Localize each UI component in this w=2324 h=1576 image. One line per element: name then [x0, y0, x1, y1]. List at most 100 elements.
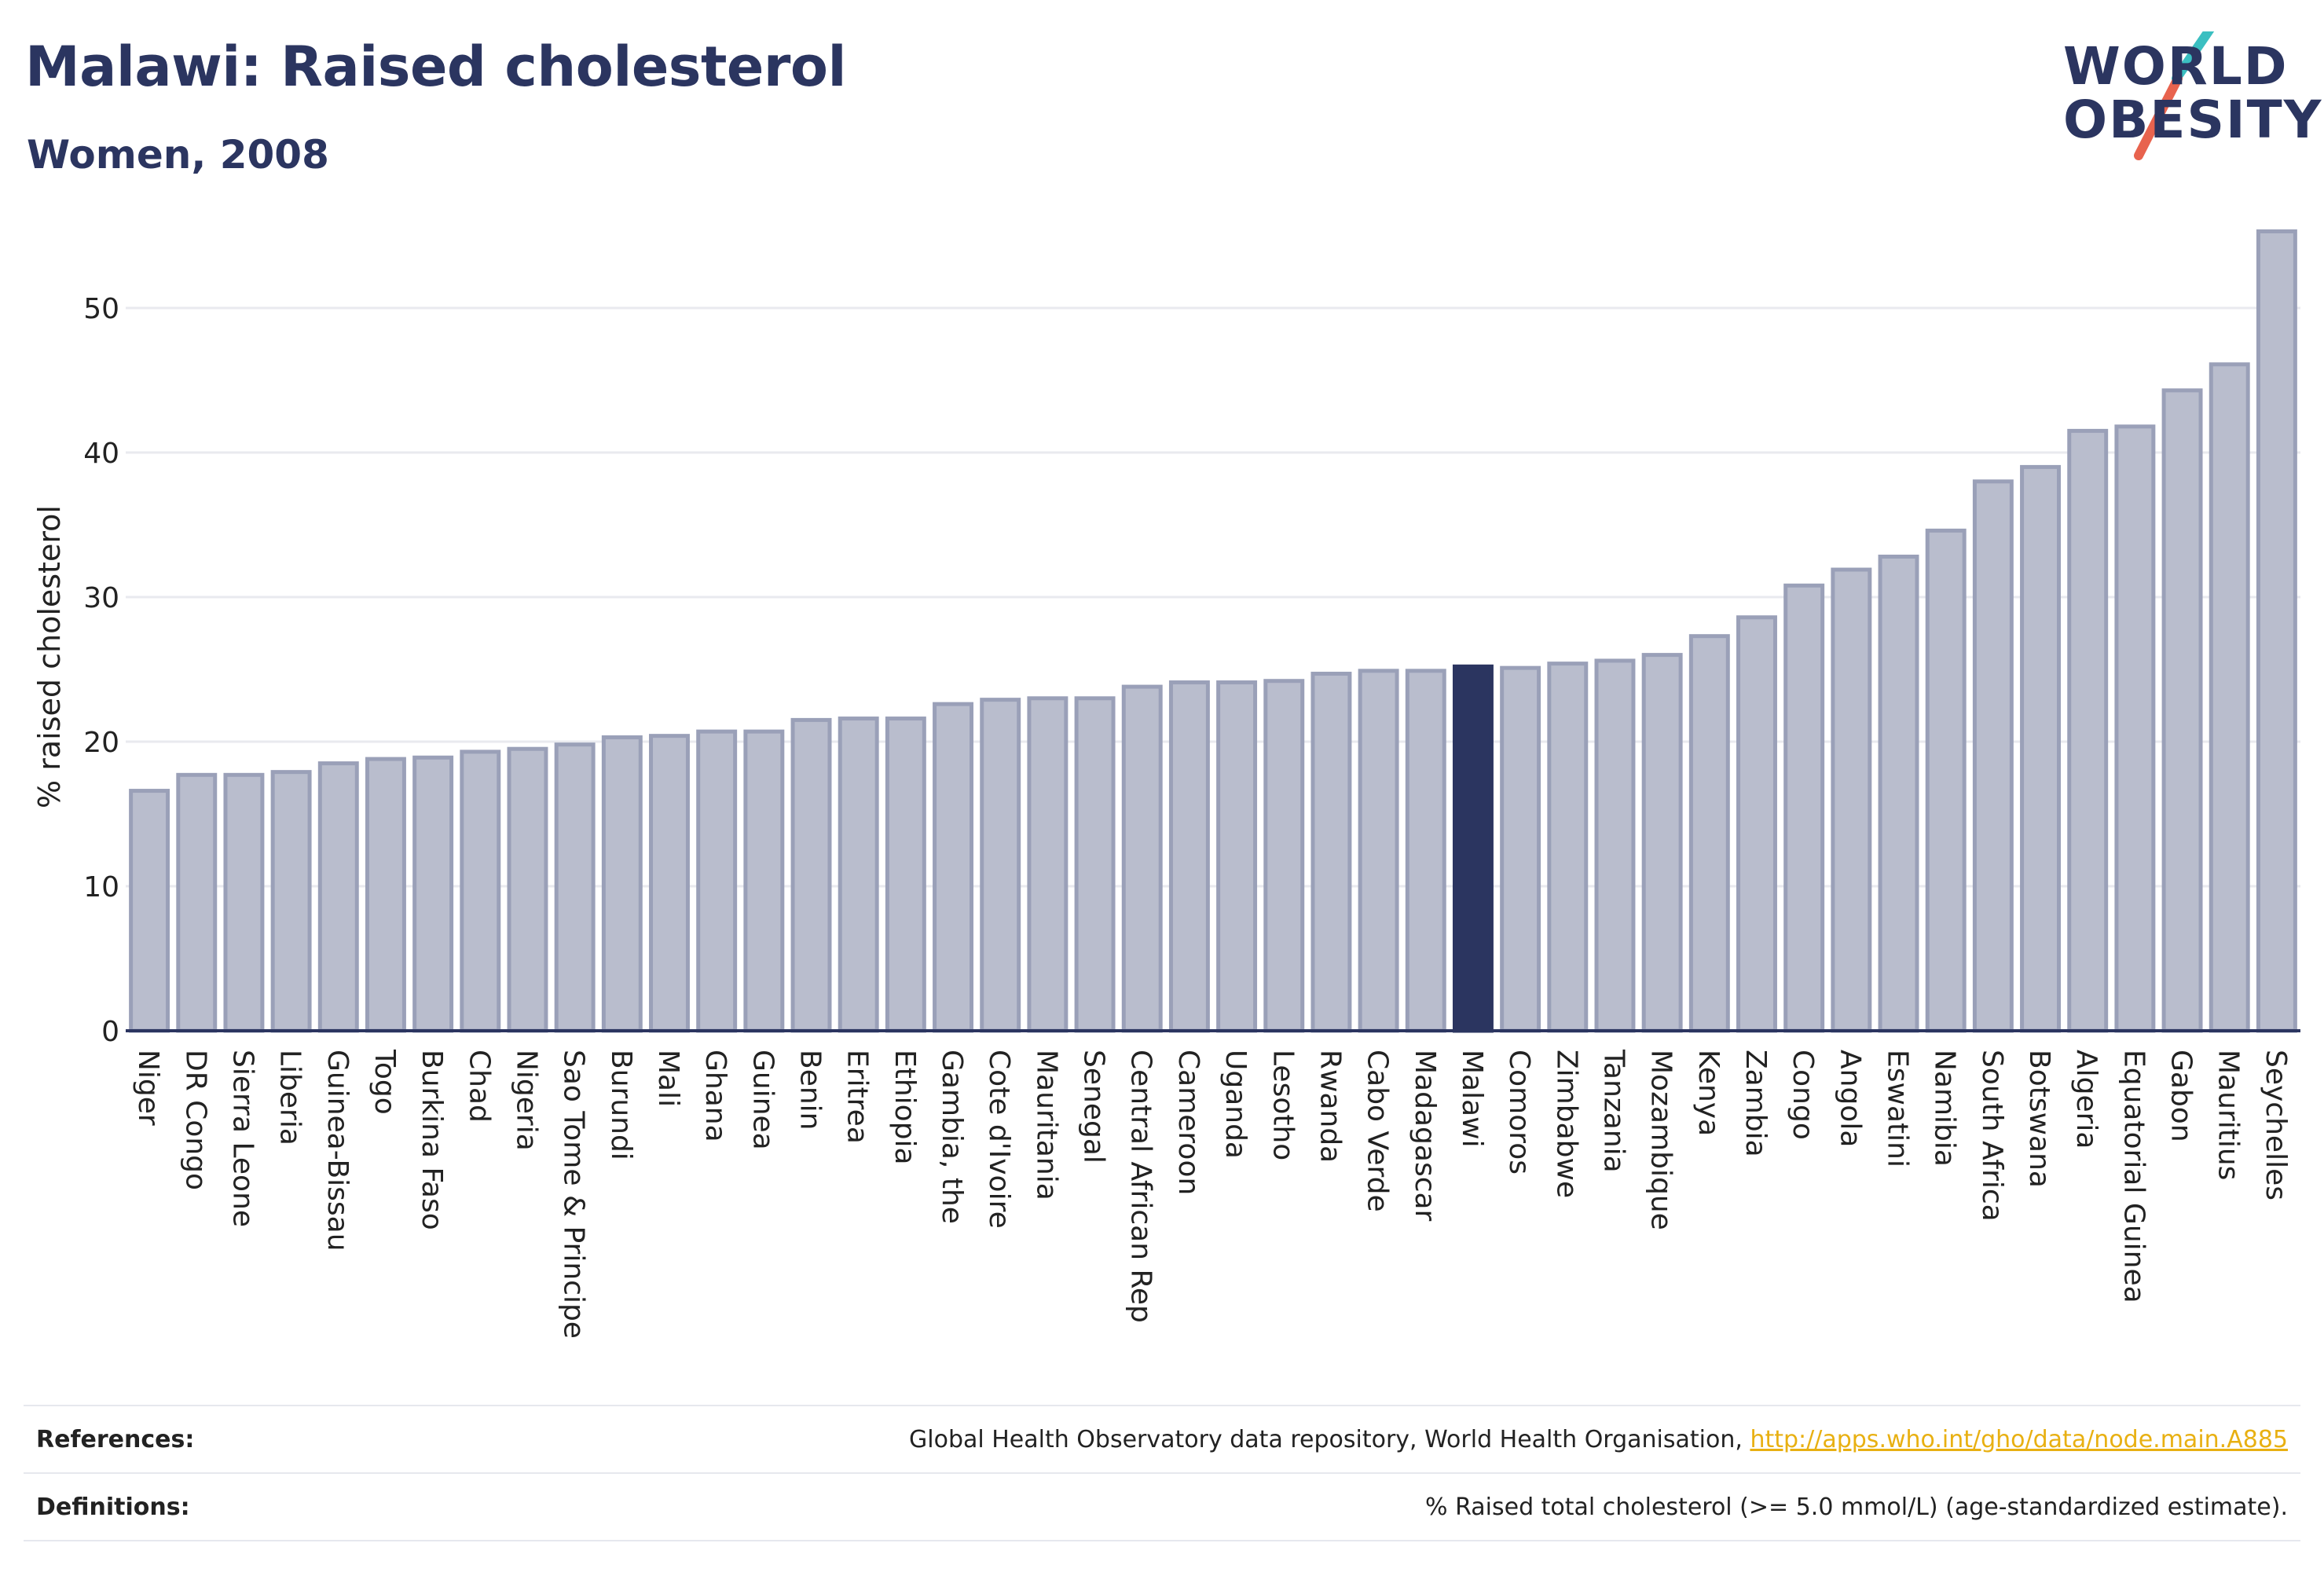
references-link[interactable]: http://apps.who.int/gho/data/node.main.A…: [1750, 1425, 2288, 1453]
bar-chart: 0 10 20 30 40 50 Niger DR Congo Sierra Leone Lib…: [32, 229, 2300, 1339]
references-row: References: Global Health Observatory da…: [24, 1405, 2300, 1472]
x-tick-label: Malawi: [1456, 1050, 1488, 1148]
bar-cote-d-ivoire: [980, 698, 1021, 1033]
bar-burundi: [601, 735, 643, 1033]
bar-angola: [1831, 567, 1872, 1033]
bar-uganda: [1216, 680, 1258, 1033]
bar-eritrea: [838, 717, 879, 1033]
x-tick-label: Namibia: [1929, 1050, 1961, 1167]
bar-sao-tome-principe: [554, 742, 596, 1033]
y-tick-label: 40: [83, 438, 119, 470]
bar-niger: [129, 789, 170, 1033]
logo-word-world: WORLD: [2063, 36, 2289, 97]
bar-botswana: [2020, 464, 2062, 1033]
definitions-label: Definitions:: [36, 1493, 190, 1521]
x-tick-label: Zambia: [1739, 1050, 1772, 1157]
bar-south-africa: [1972, 479, 2014, 1033]
references-text: Global Health Observatory data repositor…: [909, 1425, 1750, 1453]
x-tick-label: Mali: [652, 1050, 684, 1107]
bar-mali: [649, 734, 690, 1033]
logo-slash-icon: [2134, 31, 2215, 160]
references-label: References:: [36, 1425, 195, 1453]
x-tick-label: Liberia: [274, 1050, 306, 1145]
bar-comoros: [1500, 665, 1541, 1033]
x-tick-label: Seychelles: [2260, 1050, 2292, 1200]
x-tick-label: Ghana: [699, 1050, 731, 1142]
x-tick-label: Gabon: [2165, 1050, 2198, 1142]
bar-malawi: [1452, 664, 1494, 1033]
bar-eswatini: [1878, 554, 1919, 1033]
x-tick-label: South Africa: [1976, 1050, 2008, 1222]
chart-subtitle: Women, 2008: [27, 132, 329, 178]
bar-rwanda: [1310, 672, 1352, 1033]
x-tick-label: Gambia, the: [936, 1050, 968, 1224]
x-tick-label: Kenya: [1692, 1050, 1725, 1136]
bar-ghana: [696, 729, 738, 1033]
y-tick-label: 50: [83, 293, 119, 325]
bar-seychelles: [2256, 229, 2297, 1033]
x-tick-label: Eritrea: [841, 1050, 874, 1144]
bar-gabon: [2161, 388, 2203, 1033]
x-tick-label: Zimbabwe: [1550, 1050, 1582, 1198]
x-tick-label: Cote d'Ivoire: [983, 1050, 1015, 1229]
definitions-row: Definitions: % Raised total cholesterol …: [24, 1472, 2300, 1541]
bar-algeria: [2067, 428, 2109, 1033]
bar-lesotho: [1263, 679, 1305, 1033]
world-obesity-logo: WORLD OBESITY: [2043, 31, 2321, 169]
x-tick-label: Equatorial Guinea: [2117, 1050, 2150, 1303]
x-tick-label: Burkina Faso: [416, 1050, 448, 1230]
bar-congo: [1783, 583, 1825, 1033]
bar-liberia: [270, 770, 312, 1033]
y-tick-label: 10: [83, 871, 119, 903]
bar-burkina-faso: [412, 755, 454, 1033]
bar-cameroon: [1168, 680, 1210, 1033]
x-tick-label: Mauritius: [2212, 1050, 2245, 1180]
x-tick-label: Botswana: [2023, 1050, 2055, 1188]
x-tick-label: DR Congo: [179, 1050, 211, 1190]
definitions-value: % Raised total cholesterol (>= 5.0 mmol/…: [1425, 1493, 2288, 1521]
x-tick-label: Mauritania: [1030, 1050, 1062, 1200]
y-tick-label: 20: [83, 727, 119, 759]
x-tick-label: Togo: [368, 1049, 401, 1115]
bar-cabo-verde: [1358, 669, 1399, 1033]
x-tick-label: Tanzania: [1597, 1049, 1629, 1173]
bar-dr-congo: [176, 772, 218, 1033]
bar-zambia: [1736, 615, 1777, 1033]
footer-table: References: Global Health Observatory da…: [24, 1405, 2300, 1541]
x-tick-label: Guinea: [746, 1050, 779, 1150]
bar-togo: [365, 757, 406, 1033]
chart-title: Malawi: Raised cholesterol: [25, 35, 847, 99]
x-tick-label: Eswatini: [1882, 1050, 1914, 1167]
bar-ethiopia: [885, 717, 926, 1033]
x-tick-label: Madagascar: [1409, 1050, 1441, 1222]
x-tick-label: Mozambique: [1645, 1050, 1677, 1230]
x-tick-label: Rwanda: [1314, 1050, 1346, 1163]
category-labels: Niger DR Congo Sierra Leone Liberia Guinea-B…: [132, 1049, 2292, 1339]
bar-tanzania: [1594, 658, 1636, 1033]
bar-mauritius: [2209, 362, 2250, 1033]
bar-senegal: [1074, 696, 1116, 1033]
x-tick-label: Sierra Leone: [226, 1050, 258, 1227]
bar-kenya: [1688, 634, 1730, 1033]
x-tick-label: Senegal: [1078, 1050, 1110, 1164]
y-axis-label: % raised cholesterol: [32, 505, 67, 808]
bar-central-african-rep: [1121, 684, 1163, 1033]
x-tick-label: Cameroon: [1172, 1050, 1204, 1195]
bar-benin: [790, 717, 832, 1033]
x-tick-label: Nigeria: [510, 1050, 542, 1151]
y-tick-label: 0: [101, 1016, 119, 1048]
bar-guinea-bissau: [317, 761, 359, 1033]
x-tick-label: Cabo Verde: [1362, 1050, 1394, 1212]
bar-equatorial-guinea: [2114, 424, 2156, 1033]
logo-word-obesity: OBESITY: [2063, 90, 2323, 150]
x-tick-label: Sao Tome & Principe: [558, 1050, 590, 1339]
bar-gambia-the: [933, 702, 974, 1033]
references-value: Global Health Observatory data repositor…: [909, 1426, 2300, 1453]
x-tick-label: Guinea-Bissau: [321, 1050, 354, 1252]
x-tick-label: Ethiopia: [889, 1050, 921, 1165]
bar-chad: [460, 750, 501, 1033]
x-tick-label: Lesotho: [1266, 1050, 1299, 1160]
bar-mozambique: [1641, 653, 1683, 1033]
bars: [129, 229, 2297, 1033]
x-tick-label: Chad: [463, 1050, 495, 1123]
